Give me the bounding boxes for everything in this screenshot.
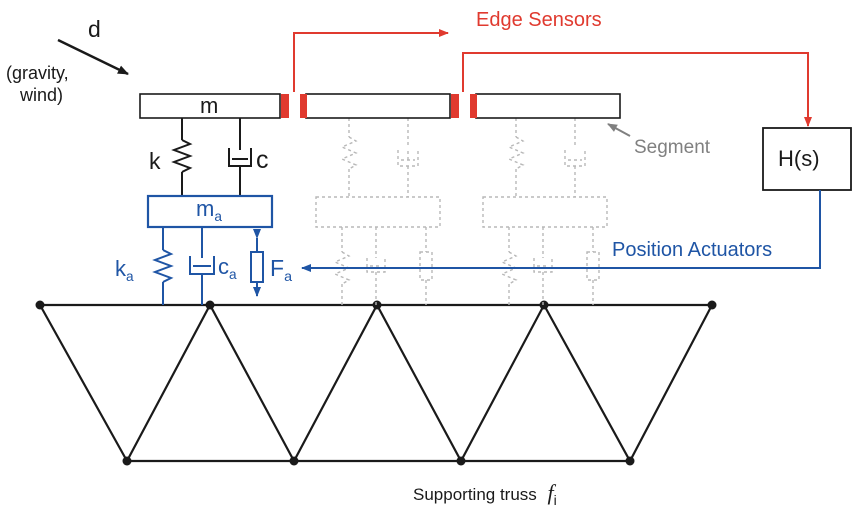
segment-2 [305,93,451,119]
actuator-force-symbol: F [270,255,285,281]
actuator-force-label: Fa [270,255,292,285]
spring-label: k [149,148,161,174]
segment-3 [475,93,621,119]
edge-sensor-blocks [281,94,477,118]
disturbance-label: d [88,16,101,42]
mass-label: m [200,93,219,118]
actuator-damper-subscript: a [229,267,237,283]
supporting-truss [39,302,713,464]
actuator-mass-box [146,194,274,229]
sensor-line-2 [462,52,812,127]
actuator-mass-label: ma [196,196,222,224]
damper-label: c [256,146,269,174]
segment-pointer-arrow [607,123,631,137]
sensor-line-1 [293,29,449,92]
disturbance-arrow [57,38,129,76]
disturbance-note-line1: (gravity, [6,63,69,83]
actuator-damper-ca [189,227,215,305]
actuator-spring-ka [152,227,174,305]
truss-text: Supporting truss [413,485,537,504]
actuator-mass-symbol: m [196,196,215,221]
segment-1 [139,93,281,119]
actuator-spring-symbol: k [115,256,126,281]
active-spring-k [171,118,193,196]
actuator-spring-label: ka [115,256,134,284]
truss-symbol: f [547,480,554,505]
actuator-damper-label: ca [218,254,237,282]
ghost-support-3 [482,118,608,305]
truss-symbol-subscript: i [553,492,557,508]
actuator-force-subscript: a [284,269,292,286]
actuator-mass-subscript: a [214,209,222,225]
ghost-support-2 [315,118,441,305]
active-damper-c [228,118,252,196]
truss-label: Supporting truss fi [413,480,557,508]
actuator-damper-symbol: c [218,254,229,279]
segment-label: Segment [634,137,711,158]
truss-nodes [35,300,717,466]
actuator-force-fa [250,229,264,297]
disturbance-note-line2: wind) [20,85,64,105]
actuator-spring-subscript: a [126,269,134,285]
edge-sensors-label: Edge Sensors [476,9,602,31]
position-actuators-label: Position Actuators [612,239,773,261]
controller-label: H(s) [778,146,820,171]
controller-box [762,127,852,191]
actuator-command-line [301,190,821,272]
